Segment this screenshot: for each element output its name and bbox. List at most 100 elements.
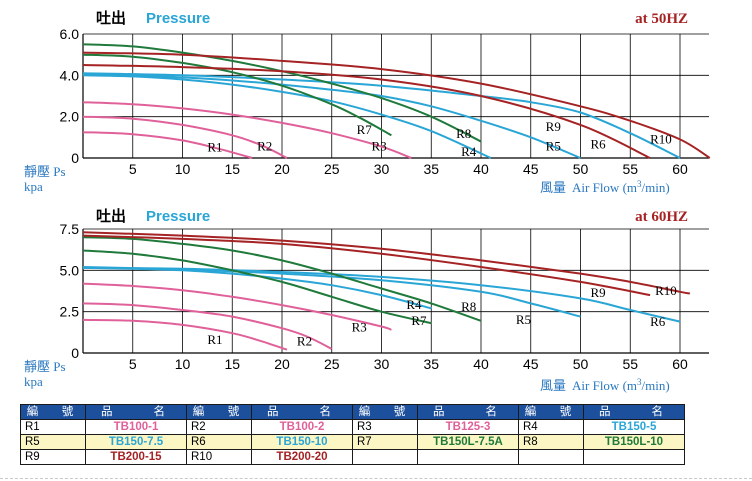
- chart-title-en: Pressure: [146, 10, 210, 27]
- x-axis-label-cn: 風量: [540, 378, 566, 393]
- header-name: 品 名: [417, 404, 519, 420]
- legend-model-name: TB200-15: [85, 449, 187, 465]
- legend-row: R9 TB200-15 R10 TB200-20: [20, 449, 685, 465]
- y-tick-label: 0: [71, 150, 79, 166]
- curve-label-r10: R10: [655, 283, 677, 298]
- curve-label-r2: R2: [297, 334, 312, 349]
- header-code: 編 號: [352, 404, 418, 420]
- x-tick-label: 25: [324, 161, 340, 177]
- curve-r3: [82, 282, 392, 331]
- x-tick-label: 60: [672, 161, 688, 177]
- legend-code: R4: [518, 419, 584, 435]
- x-axis-label-sup: 3: [637, 179, 642, 189]
- legend-code: [518, 449, 584, 465]
- curve-label-r5: R5: [516, 312, 531, 327]
- y-tick-label: 2.0: [60, 109, 80, 125]
- curve-r9: [82, 234, 651, 297]
- x-tick-label: 50: [573, 356, 589, 372]
- x-tick-label: 60: [672, 356, 688, 372]
- curve-label-r9: R9: [546, 119, 561, 134]
- x-tick-label: 30: [374, 356, 390, 372]
- x-axis-label-en: Air Flow (m: [572, 378, 637, 393]
- curve-r1: [82, 131, 253, 159]
- x-tick-label: 40: [473, 161, 489, 177]
- header-name: 品 名: [85, 404, 187, 420]
- legend-model-name: TB125-3: [417, 419, 519, 435]
- y-tick-label: 0: [71, 345, 79, 361]
- header-name: 品 名: [251, 404, 353, 420]
- curve-label-r10: R10: [650, 131, 672, 146]
- legend-code: [352, 449, 418, 465]
- curve-r5: [82, 73, 581, 159]
- bottom-divider: [0, 478, 752, 479]
- x-tick-label: 30: [374, 161, 390, 177]
- curve-r9: [82, 64, 651, 159]
- legend-code: R9: [20, 449, 86, 465]
- x-tick-label: 45: [523, 161, 539, 177]
- legend-code: R10: [186, 449, 252, 465]
- legend-model-name: [417, 449, 519, 465]
- legend-model-name: TB100-1: [85, 419, 187, 435]
- x-tick-label: 50: [573, 161, 589, 177]
- legend-header-row: 編 號 品 名 編 號 品 名 編 號 品 名 編 號 品 名: [20, 404, 685, 420]
- legend-model-name: TB200-20: [251, 449, 353, 465]
- chart-title-cn: 吐出: [96, 207, 126, 225]
- x-axis-label: 風量 Air Flow (m3/min): [540, 377, 670, 393]
- x-axis-label-en: Air Flow (m: [572, 180, 637, 195]
- x-axis-label: 風量 Air Flow (m3/min): [540, 179, 670, 195]
- x-axis-label-sup: 3: [637, 377, 642, 387]
- x-tick-label: 55: [622, 161, 638, 177]
- y-tick-label: 4.0: [60, 67, 80, 83]
- x-tick-label: 35: [423, 356, 439, 372]
- y-tick-label: 5.0: [60, 262, 80, 278]
- legend-model-name: TB150-7.5: [85, 434, 187, 450]
- header-code: 編 號: [20, 404, 86, 420]
- curve-label-r4: R4: [406, 297, 422, 312]
- curve-r8: [82, 236, 482, 322]
- legend-code: R3: [352, 419, 418, 435]
- curve-label-r8: R8: [456, 126, 471, 141]
- x-tick-label: 20: [274, 356, 290, 372]
- curve-label-r9: R9: [590, 285, 605, 300]
- x-tick-label: 45: [523, 356, 539, 372]
- curve-label-r6: R6: [650, 314, 666, 329]
- header-code: 編 號: [518, 404, 584, 420]
- x-tick-label: 5: [129, 161, 137, 177]
- legend-model-name: [583, 449, 685, 465]
- y-tick-label: 6.0: [60, 26, 80, 42]
- x-tick-label: 5: [129, 356, 137, 372]
- x-tick-label: 20: [274, 161, 290, 177]
- legend-model-name: TB150-10: [251, 434, 353, 450]
- curve-label-r4: R4: [461, 144, 477, 159]
- curve-r7: [82, 249, 432, 325]
- x-axis-label-tail: /min): [642, 378, 670, 393]
- x-axis-label-tail: /min): [642, 180, 670, 195]
- chart-title-cn: 吐出: [96, 9, 126, 27]
- y-axis-label: 靜壓 Ps: [24, 359, 66, 374]
- x-tick-label: 10: [175, 161, 191, 177]
- y-axis-unit: kpa: [24, 374, 43, 389]
- x-tick-label: 10: [175, 356, 191, 372]
- x-tick-label: 15: [224, 161, 240, 177]
- curve-r10: [82, 51, 711, 159]
- legend-code: R7: [352, 434, 418, 450]
- curve-r6: [82, 72, 681, 159]
- header-name: 品 名: [583, 404, 685, 420]
- curve-label-r5: R5: [546, 139, 561, 154]
- x-tick-label: 40: [473, 356, 489, 372]
- legend-code: R6: [186, 434, 252, 450]
- curve-label-r8: R8: [461, 299, 476, 314]
- chart-frequency: at 60HZ: [635, 209, 688, 225]
- legend-row: R5 TB150-7.5 R6 TB150-10 R7 TB150L-7.5A R8 TB15…: [20, 434, 685, 450]
- legend-code: R1: [20, 419, 86, 435]
- curve-label-r1: R1: [207, 332, 222, 347]
- x-axis-label-cn: 風量: [540, 180, 566, 195]
- x-tick-label: 35: [423, 161, 439, 177]
- header-code: 編 號: [186, 404, 252, 420]
- legend-row: R1 TB100-1 R2 TB100-2 R3 TB125-3 R4 TB150-5: [20, 419, 685, 435]
- y-axis-label: 靜壓 Ps: [24, 164, 66, 179]
- curve-r2: [82, 115, 288, 159]
- legend-code: R5: [20, 434, 86, 450]
